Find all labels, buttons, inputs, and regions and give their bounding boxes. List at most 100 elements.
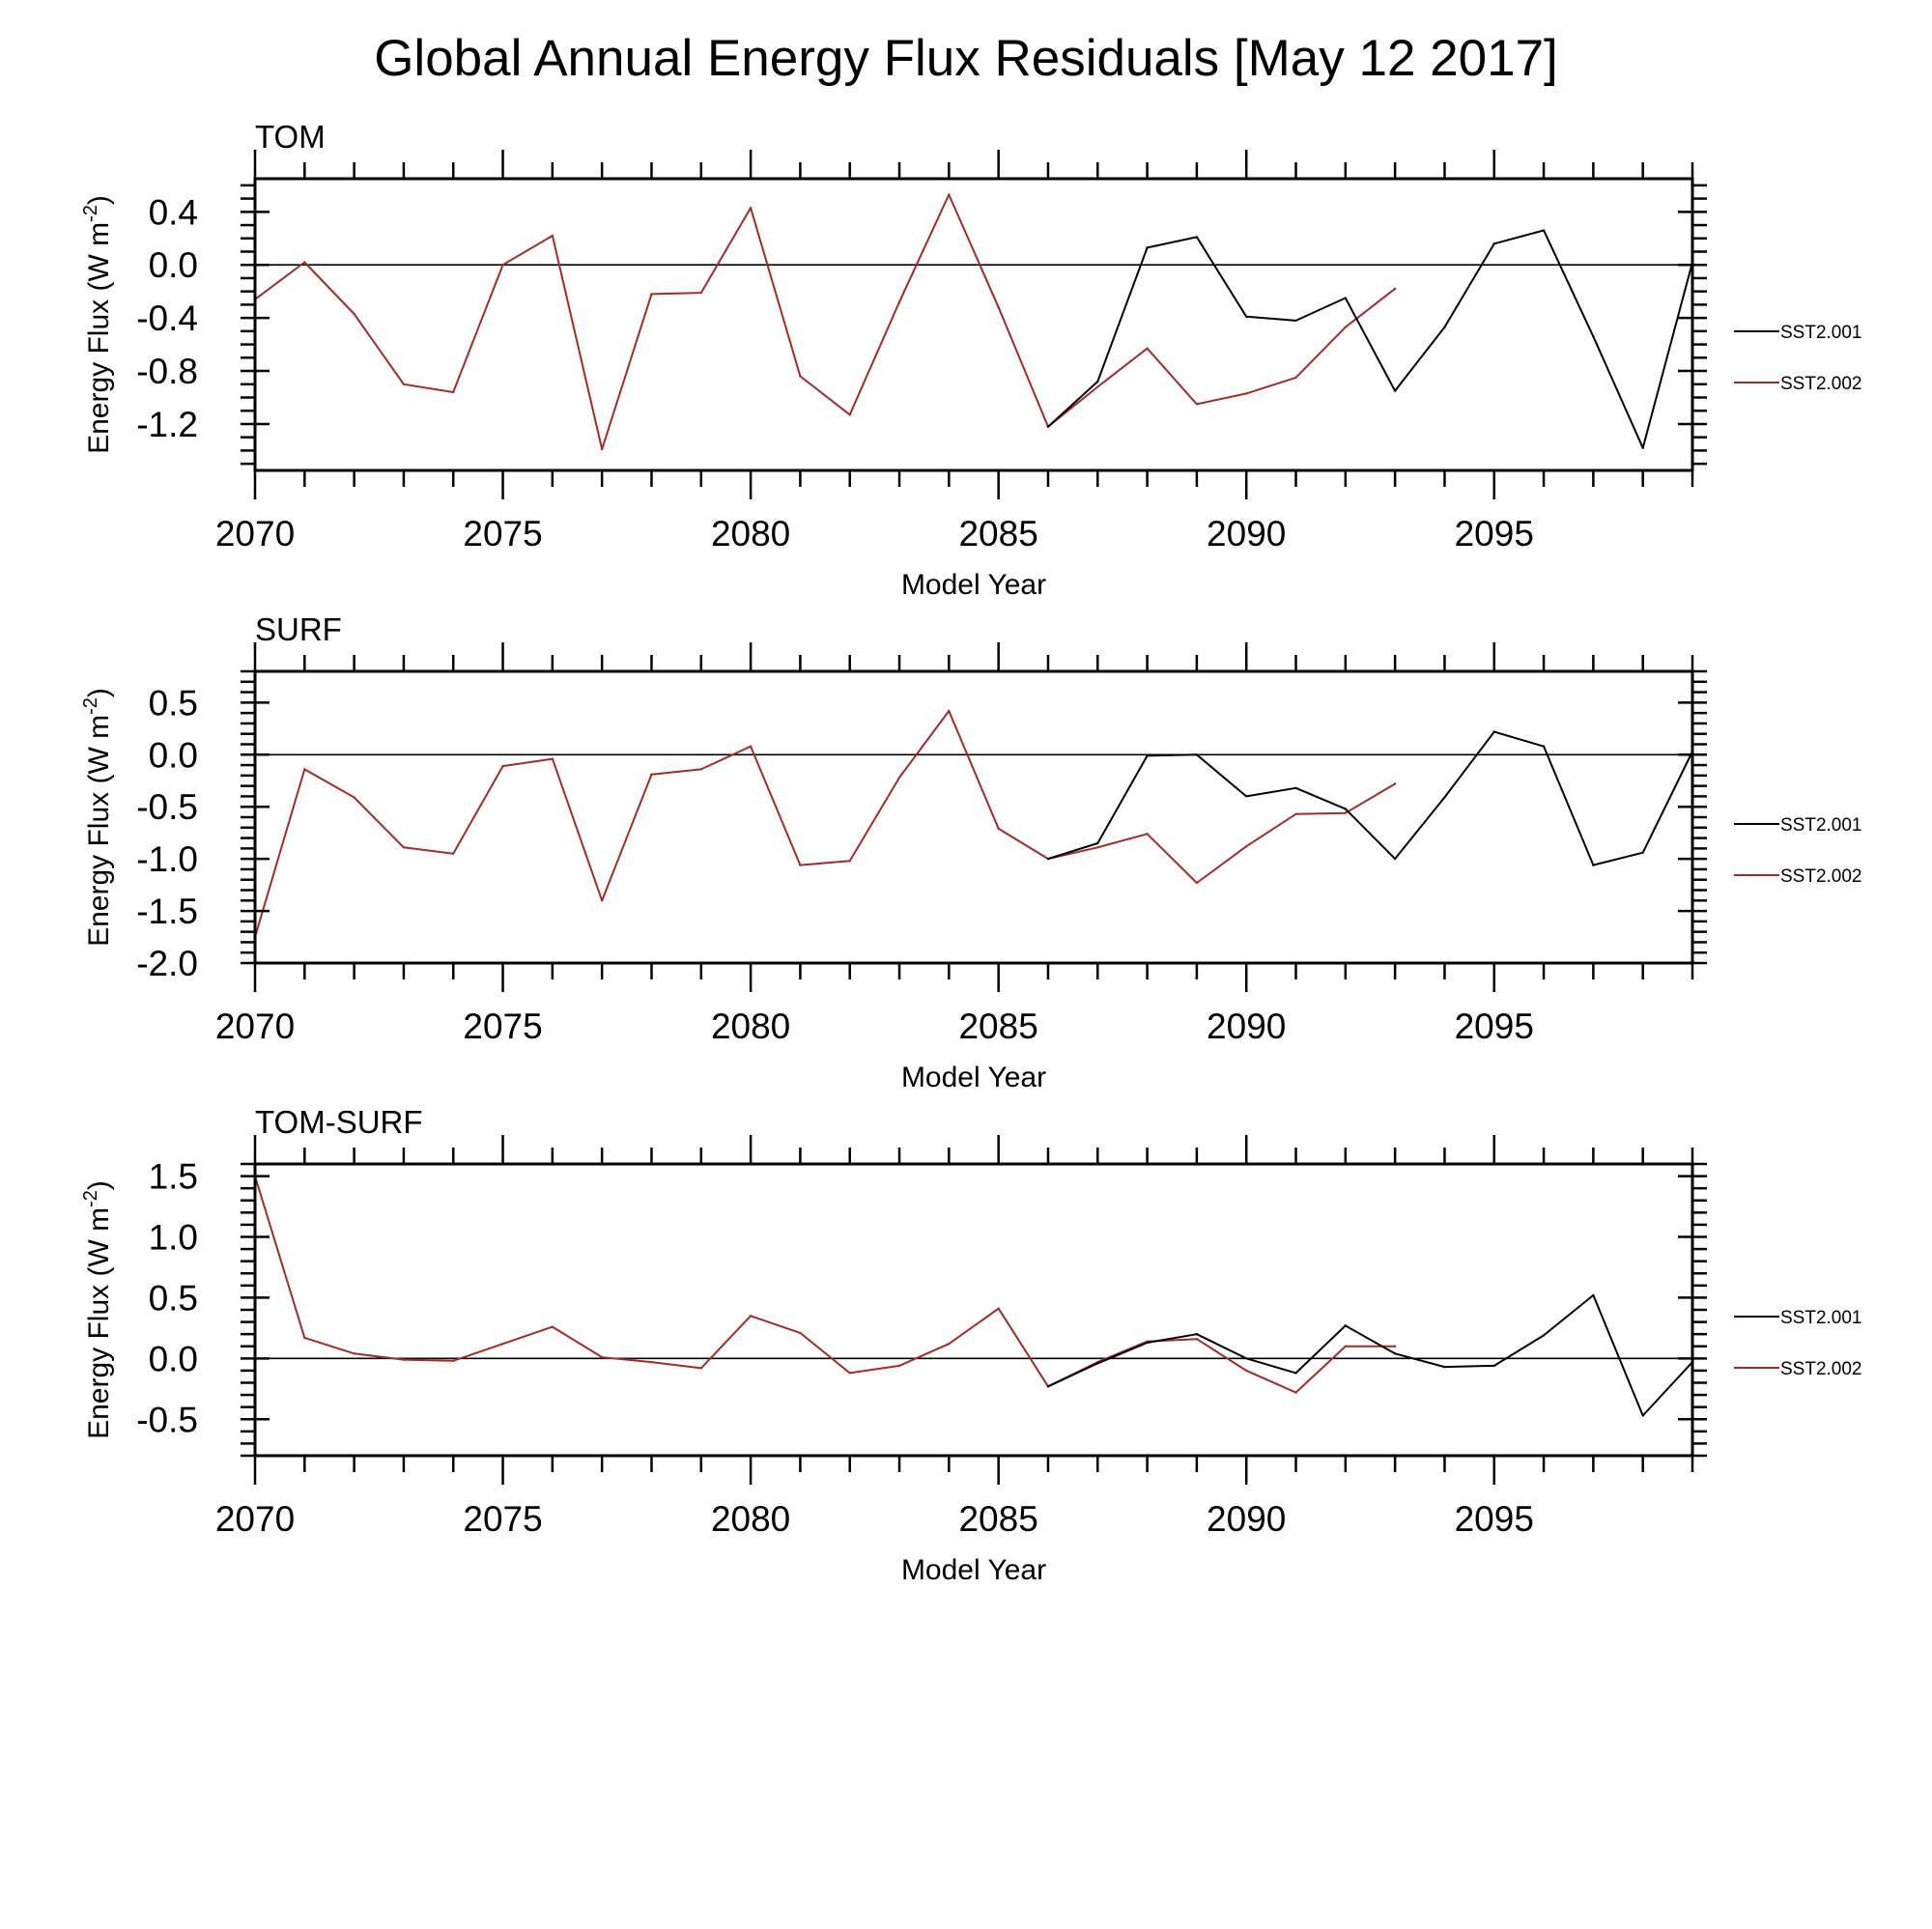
data-point-sst2-001 <box>1641 1414 1644 1417</box>
data-point-sst2-002 <box>948 709 951 713</box>
data-point-sst2-001 <box>1492 242 1495 245</box>
data-point-sst2-002 <box>749 1315 753 1318</box>
data-point-sst2-002 <box>1146 347 1149 350</box>
data-point-sst2-001 <box>1294 319 1297 323</box>
data-point-sst2-001 <box>1245 1357 1248 1360</box>
data-point-sst2-002 <box>600 899 604 902</box>
x-tick-label: 2070 <box>215 1007 295 1046</box>
series-line-sst2-001 <box>1047 730 1693 866</box>
legend: SST2.001 SST2.002 <box>1734 1308 1862 1379</box>
y-tick-label: -0.5 <box>136 787 198 827</box>
y-axis-label-close: ) <box>83 195 115 205</box>
data-point-sst2-001 <box>1294 1372 1297 1375</box>
data-point-sst2-001 <box>1096 841 1099 845</box>
legend-label: SST2.002 <box>1780 374 1862 394</box>
series-line-sst2-002 <box>254 1176 1396 1394</box>
data-point-sst2-002 <box>799 864 802 866</box>
data-point-sst2-001 <box>1592 335 1595 338</box>
data-point-sst2-002 <box>600 447 604 451</box>
data-point-sst2-002 <box>501 764 504 768</box>
data-point-sst2-001 <box>1542 229 1546 232</box>
data-point-sst2-001 <box>1195 1332 1199 1336</box>
data-point-sst2-002 <box>1294 376 1297 380</box>
data-point-sst2-002 <box>699 291 702 295</box>
data-point-sst2-001 <box>1294 786 1297 789</box>
data-point-sst2-002 <box>501 264 504 267</box>
y-tick-label: -1.0 <box>136 839 198 879</box>
y-tick-label: 0.0 <box>149 735 198 775</box>
y-axis-label-superscript: -2 <box>80 1190 101 1207</box>
legend-label: SST2.002 <box>1780 866 1862 887</box>
data-point-sst2-002 <box>799 375 802 378</box>
data-point-sst2-002 <box>1344 811 1348 814</box>
data-point-sst2-001 <box>1592 1293 1595 1297</box>
y-axis-label-close: ) <box>83 688 115 697</box>
y-tick-label: 0.0 <box>149 1339 198 1378</box>
x-tick-label: 2080 <box>711 514 790 553</box>
data-point-sst2-002 <box>303 261 306 264</box>
x-tick-label: 2075 <box>463 1499 542 1539</box>
data-point-sst2-001 <box>1146 246 1149 249</box>
y-tick-label: 0.5 <box>149 683 198 723</box>
data-point-sst2-001 <box>1096 1362 1099 1365</box>
panel-title: TOM-SURF <box>255 1104 423 1140</box>
data-point-sst2-002 <box>402 1358 406 1361</box>
data-point-sst2-002 <box>749 745 753 748</box>
series-line-sst2-002 <box>254 710 1396 938</box>
y-axis-label: Energy Flux (W m-2) <box>80 1180 115 1439</box>
data-point-sst2-002 <box>650 773 653 776</box>
x-tick-label: 2090 <box>1207 1499 1286 1539</box>
legend-label: SST2.001 <box>1780 1308 1862 1328</box>
data-point-sst2-002 <box>799 1331 802 1335</box>
x-tick-label: 2075 <box>463 1007 542 1046</box>
data-point-sst2-002 <box>1294 1391 1297 1394</box>
y-tick-label: 1.5 <box>149 1157 198 1197</box>
plot-frame <box>253 669 1694 965</box>
data-point-sst2-002 <box>501 1343 504 1346</box>
x-tick-label: 2095 <box>1455 1499 1534 1539</box>
data-point-sst2-002 <box>749 207 753 210</box>
y-axis-label-text: Energy Flux (W m <box>83 715 115 947</box>
panel-title: SURF <box>255 611 342 647</box>
data-point-sst2-002 <box>1344 1345 1348 1347</box>
data-point-sst2-002 <box>948 193 951 196</box>
data-point-sst2-002 <box>551 234 554 238</box>
series-line-sst2-002 <box>254 193 1396 450</box>
data-point-sst2-002 <box>848 860 851 863</box>
data-point-sst2-002 <box>1195 881 1199 885</box>
data-point-sst2-002 <box>1245 845 1248 848</box>
x-tick-label: 2075 <box>463 514 542 553</box>
data-point-sst2-002 <box>402 846 406 849</box>
data-point-sst2-002 <box>897 1364 901 1368</box>
data-point-sst2-002 <box>897 300 901 303</box>
y-tick-label: 0.4 <box>149 192 198 232</box>
data-point-sst2-002 <box>997 827 1000 831</box>
data-point-sst2-001 <box>1195 236 1199 239</box>
x-tick-label: 2080 <box>711 1007 790 1046</box>
legend: SST2.001 SST2.002 <box>1734 815 1862 887</box>
x-tick-label: 2085 <box>958 1499 1037 1539</box>
data-point-sst2-002 <box>353 796 355 799</box>
y-tick-label: 1.0 <box>149 1218 198 1258</box>
legend: SST2.001 SST2.002 <box>1734 323 1862 394</box>
data-point-sst2-002 <box>1096 385 1099 388</box>
data-point-sst2-002 <box>452 1359 455 1363</box>
data-point-sst2-002 <box>1146 833 1149 836</box>
panel-surf: SURF 2070 2075 2080 2085 2090 2095 0.5 0.0 -0.5 -1… <box>80 611 1862 1093</box>
y-axis-label: Energy Flux (W m-2) <box>80 688 115 947</box>
data-point-sst2-002 <box>1344 326 1348 328</box>
x-tick-label: 2080 <box>711 1499 790 1539</box>
data-point-sst2-002 <box>1393 782 1397 785</box>
x-tick-label: 2090 <box>1207 514 1286 553</box>
y-axis-label: Energy Flux (W m-2) <box>80 195 115 454</box>
data-point-sst2-001 <box>1641 446 1644 449</box>
data-point-sst2-001 <box>1344 297 1348 299</box>
series-line-sst2-001 <box>1047 1293 1693 1417</box>
y-axis-label-text: Energy Flux (W m <box>83 1207 115 1439</box>
data-point-sst2-001 <box>1443 326 1446 328</box>
data-point-sst2-002 <box>650 293 653 296</box>
data-point-sst2-002 <box>1294 812 1297 815</box>
data-point-sst2-001 <box>1344 1324 1348 1327</box>
y-tick-label: -0.5 <box>136 1400 198 1439</box>
